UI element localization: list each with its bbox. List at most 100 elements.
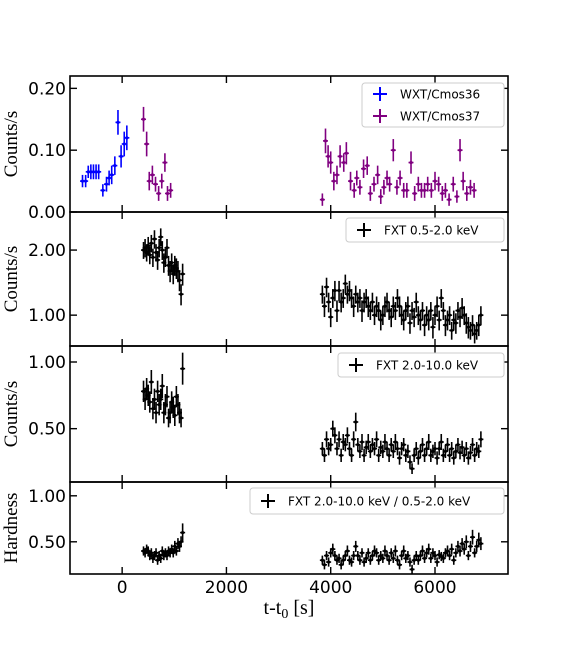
data-point	[397, 451, 403, 465]
data-point	[445, 545, 451, 557]
data-point	[454, 190, 460, 203]
data-point	[438, 434, 444, 450]
series-4-1	[141, 523, 484, 574]
data-point	[459, 538, 465, 550]
data-point	[159, 241, 165, 260]
data-point	[478, 431, 484, 448]
data-point	[436, 310, 442, 331]
data-point	[455, 438, 461, 452]
x-tick-label: 4000	[309, 578, 352, 598]
data-point	[463, 442, 469, 456]
data-point	[470, 529, 476, 545]
data-point	[467, 179, 473, 195]
data-point	[324, 277, 330, 298]
data-point	[419, 302, 425, 320]
data-point	[409, 564, 415, 574]
data-point	[159, 173, 165, 189]
data-point	[153, 402, 159, 424]
data-point	[470, 438, 476, 452]
data-point	[432, 171, 438, 191]
data-point	[146, 171, 152, 191]
data-point	[426, 434, 432, 450]
data-point	[96, 164, 102, 180]
data-point	[321, 448, 327, 462]
x-tick-label: 0	[117, 578, 128, 598]
data-point	[334, 555, 340, 565]
data-point	[413, 442, 419, 456]
data-point	[354, 170, 360, 186]
data-point	[148, 234, 154, 253]
data-point	[359, 548, 365, 558]
data-point	[361, 448, 367, 462]
data-point	[164, 239, 170, 258]
data-point	[153, 548, 159, 558]
x-tick-label: 6000	[413, 578, 456, 598]
data-point	[374, 548, 380, 558]
legend: FXT 2.0-10.0 keV / 0.5-2.0 keV	[249, 487, 505, 515]
y-tick-label: 0.50	[28, 533, 66, 553]
panel-3: 0.50 1.00 Counts/s FXT 2.0-10.0 keV	[1, 345, 509, 483]
data-point	[325, 145, 331, 168]
y-axis-label: Hardness	[1, 493, 22, 564]
data-point	[351, 551, 357, 561]
data-point	[413, 292, 419, 313]
data-point	[155, 380, 161, 402]
data-point	[343, 142, 349, 165]
data-point	[467, 446, 473, 460]
y-tick-label: 1.00	[28, 306, 66, 326]
data-point	[392, 545, 398, 557]
data-point	[380, 553, 386, 563]
data-point	[428, 302, 434, 320]
data-point	[447, 551, 453, 561]
data-point	[321, 560, 327, 570]
data-point	[369, 551, 375, 561]
y-tick-label: 0.50	[28, 420, 66, 440]
data-point	[463, 535, 469, 549]
data-point	[461, 543, 467, 555]
data-point	[376, 448, 382, 462]
data-point	[425, 176, 431, 192]
data-point	[369, 292, 375, 313]
data-point	[144, 131, 150, 157]
data-point	[342, 274, 348, 294]
legend: WXT/Cmos36 WXT/Cmos37	[361, 82, 505, 128]
data-point	[342, 438, 348, 452]
data-point	[401, 545, 407, 557]
data-point	[478, 306, 484, 326]
data-point	[426, 543, 432, 555]
data-point	[430, 317, 436, 339]
data-point	[100, 184, 106, 197]
data-point	[324, 431, 330, 448]
data-point	[464, 186, 470, 201]
data-point	[449, 442, 455, 456]
data-point	[387, 176, 393, 192]
data-point	[341, 153, 347, 172]
data-point	[371, 176, 377, 192]
data-point	[180, 523, 186, 542]
data-point	[365, 434, 371, 450]
legend-marker	[357, 223, 371, 237]
data-point	[380, 306, 386, 326]
data-point	[351, 182, 357, 198]
data-point	[334, 300, 340, 322]
data-point	[434, 451, 440, 465]
data-point	[328, 438, 334, 452]
data-point	[344, 545, 350, 557]
data-point	[405, 296, 411, 318]
data-point	[436, 550, 442, 560]
data-point	[407, 313, 413, 334]
data-point	[349, 448, 355, 462]
data-point	[148, 370, 154, 394]
y-tick-label: 1.00	[28, 353, 66, 373]
y-axis-label: Counts/s	[1, 111, 22, 178]
legend-label: FXT 2.0-10.0 keV	[376, 359, 479, 373]
data-point	[328, 307, 334, 328]
data-point	[338, 292, 344, 313]
data-point	[357, 444, 363, 458]
data-point	[150, 248, 156, 268]
data-point	[180, 352, 186, 385]
data-point	[407, 455, 413, 469]
data-point	[378, 189, 384, 204]
data-point	[173, 546, 179, 556]
